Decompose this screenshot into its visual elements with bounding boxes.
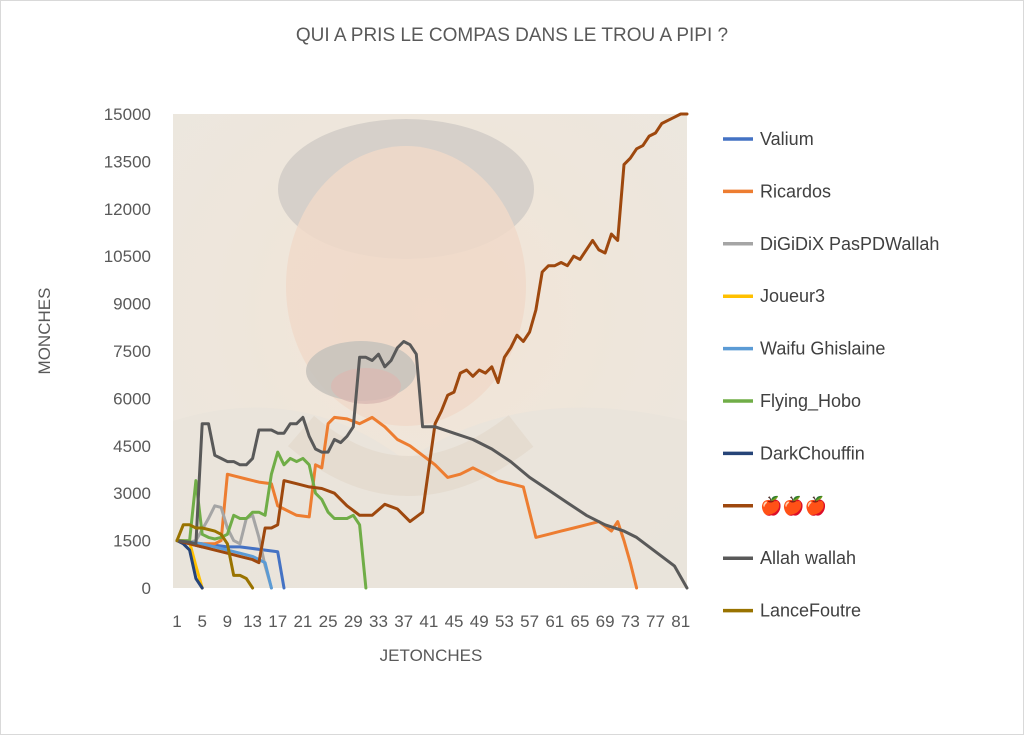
y-tick-label: 10500	[104, 247, 151, 266]
series-line-7	[175, 112, 689, 565]
x-tick-label: 21	[293, 612, 312, 631]
legend-label: LanceFoutre	[760, 601, 861, 621]
legend-item: Waifu Ghislaine	[723, 339, 885, 359]
background-photo	[173, 114, 687, 588]
x-axis-title: JETONCHES	[380, 646, 483, 665]
x-tick-label: 37	[394, 612, 413, 631]
legend-label: Joueur3	[760, 286, 825, 306]
series-line-8	[175, 340, 689, 590]
y-tick-label: 6000	[113, 389, 151, 408]
x-tick-label: 77	[646, 612, 665, 631]
x-axis-ticks: 1 5 9 13 17 21 25 29 33 37 41 45 49 53 57 61 65 69 73 77 81	[172, 612, 690, 631]
legend-item: Allah wallah	[723, 548, 856, 568]
y-tick-label: 12000	[104, 200, 151, 219]
legend-label: Allah wallah	[760, 548, 856, 568]
x-tick-label: 57	[520, 612, 539, 631]
legend-item: Ricardos	[723, 181, 831, 201]
y-tick-label: 9000	[113, 295, 151, 314]
legend-label: 🍎🍎🍎	[760, 495, 827, 516]
chart-title: QUI A PRIS LE COMPAS DANS LE TROU A PIPI…	[296, 25, 728, 46]
x-tick-label: 81	[671, 612, 690, 631]
series-line-2	[175, 504, 273, 590]
legend-label: Valium	[760, 129, 814, 149]
y-axis-title: MONCHES	[35, 288, 54, 375]
series-line-5	[175, 450, 368, 590]
y-tick-label: 13500	[104, 152, 151, 171]
y-tick-label: 4500	[113, 437, 151, 456]
x-tick-label: 13	[243, 612, 262, 631]
x-tick-label: 29	[344, 612, 363, 631]
x-tick-label: 41	[419, 612, 438, 631]
x-tick-label: 49	[470, 612, 489, 631]
legend-label: Ricardos	[760, 181, 831, 201]
x-tick-label: 53	[495, 612, 514, 631]
legend-label: Waifu Ghislaine	[760, 339, 885, 359]
legend-item: DiGiDiX PasPDWallah	[723, 234, 939, 254]
y-tick-label: 1500	[113, 532, 151, 551]
y-tick-label: 3000	[113, 484, 151, 503]
y-tick-label: 0	[142, 579, 151, 598]
legend-item: Valium	[723, 129, 814, 149]
legend-item: LanceFoutre	[723, 601, 861, 621]
y-tick-label: 15000	[104, 105, 151, 124]
legend-item: DarkChouffin	[723, 443, 865, 463]
series-line-1	[175, 415, 639, 590]
legend-item: Joueur3	[723, 286, 825, 306]
series-line-9	[175, 523, 255, 590]
y-tick-label: 7500	[113, 342, 151, 361]
x-tick-label: 17	[268, 612, 287, 631]
x-tick-label: 65	[571, 612, 590, 631]
legend: Valium Ricardos DiGiDiX PasPDWallah Joueur3…	[723, 129, 939, 621]
x-tick-label: 69	[596, 612, 615, 631]
series-lines	[175, 112, 689, 590]
x-tick-label: 73	[621, 612, 640, 631]
legend-item: 🍎🍎🍎	[723, 495, 827, 516]
legend-item: Flying_Hobo	[723, 391, 861, 412]
legend-label: Flying_Hobo	[760, 391, 861, 412]
legend-label: DiGiDiX PasPDWallah	[760, 234, 939, 254]
x-tick-label: 9	[223, 612, 232, 631]
y-axis-ticks: 0 1500 3000 4500 6000 7500 9000 10500 12000 13500…	[104, 105, 151, 598]
x-tick-label: 25	[319, 612, 338, 631]
x-tick-label: 5	[197, 612, 206, 631]
x-tick-label: 1	[172, 612, 181, 631]
x-tick-label: 45	[445, 612, 464, 631]
x-tick-label: 33	[369, 612, 388, 631]
x-tick-label: 61	[545, 612, 564, 631]
legend-label: DarkChouffin	[760, 443, 865, 463]
